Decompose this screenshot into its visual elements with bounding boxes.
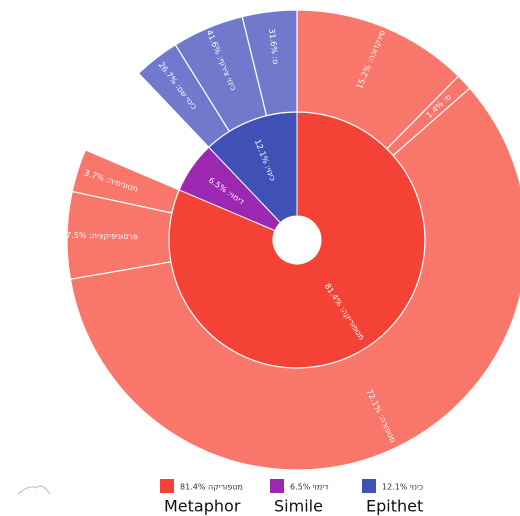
logo-icon: [17, 485, 51, 495]
legend-label: כינוי 12.1%: [382, 483, 423, 492]
legend-caption: Epithet: [366, 497, 423, 516]
segment-label: פרסוניפיקציה: 7.5%: [66, 231, 138, 241]
outer-segment: [69, 87, 520, 471]
legend-label: מטפוריקה 81.4%: [180, 483, 243, 492]
legend-caption: Metaphor: [164, 497, 241, 516]
legend-swatch: [362, 479, 376, 493]
legend-label: דימוי 6.5%: [290, 483, 329, 492]
legend-swatch: [160, 479, 174, 493]
segment-label: ס: 31.6%: [267, 28, 280, 65]
outer-segment: [241, 9, 298, 117]
legend-swatch: [270, 479, 284, 493]
legend-caption: Simile: [274, 497, 323, 516]
